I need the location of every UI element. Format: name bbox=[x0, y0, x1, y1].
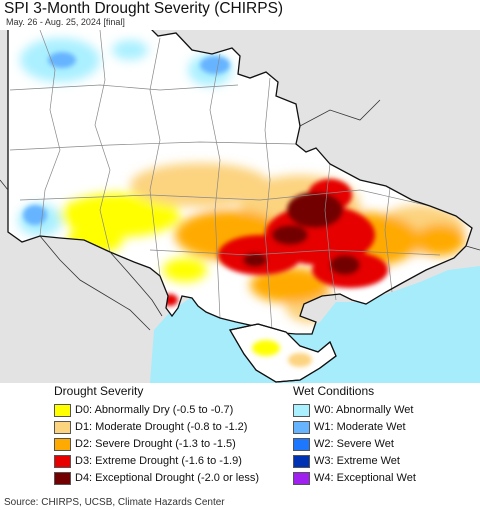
wet-legend: Wet Conditions W0: Abnormally Wet W1: Mo… bbox=[293, 384, 416, 487]
swatch-w3 bbox=[293, 455, 310, 468]
swatch-d1 bbox=[54, 421, 71, 434]
admin-boundaries bbox=[9, 30, 441, 331]
swatch-w1 bbox=[293, 421, 310, 434]
legend-item-w2: W2: Severe Wet bbox=[293, 436, 416, 453]
legend-item-d2: D2: Severe Drought (-1.3 to -1.5) bbox=[54, 436, 259, 453]
legend-label-d0: D0: Abnormally Dry (-0.5 to -0.7) bbox=[75, 404, 234, 416]
drought-legend: Drought Severity D0: Abnormally Dry (-0.… bbox=[54, 384, 259, 487]
drought-legend-heading: Drought Severity bbox=[54, 384, 144, 398]
crimea-patches bbox=[252, 340, 312, 367]
legend-item-d1: D1: Moderate Drought (-0.8 to -1.2) bbox=[54, 419, 259, 436]
legend-item-d4: D4: Exceptional Drought (-2.0 or less) bbox=[54, 470, 259, 487]
legend-label-d3: D3: Extreme Drought (-1.6 to -1.9) bbox=[75, 455, 242, 467]
legend-item-w3: W3: Extreme Wet bbox=[293, 453, 416, 470]
swatch-d2 bbox=[54, 438, 71, 451]
legend-item-d3: D3: Extreme Drought (-1.6 to -1.9) bbox=[54, 453, 259, 470]
legend-item-w1: W1: Moderate Wet bbox=[293, 419, 416, 436]
legend-label-w4: W4: Exceptional Wet bbox=[314, 472, 416, 484]
legend-label-w3: W3: Extreme Wet bbox=[314, 455, 400, 467]
legend-label-d2: D2: Severe Drought (-1.3 to -1.5) bbox=[75, 438, 236, 450]
legend-label-d1: D1: Moderate Drought (-0.8 to -1.2) bbox=[75, 421, 248, 433]
swatch-d3 bbox=[54, 455, 71, 468]
source-credit: Source: CHIRPS, UCSB, Climate Hazards Ce… bbox=[4, 497, 225, 508]
legend-item-w0: W0: Abnormally Wet bbox=[293, 402, 416, 419]
legend-label-d4: D4: Exceptional Drought (-2.0 or less) bbox=[75, 472, 260, 484]
map-title: SPI 3-Month Drought Severity (CHIRPS) bbox=[4, 0, 284, 17]
legend-label-w2: W2: Severe Wet bbox=[314, 438, 394, 450]
swatch-d4 bbox=[54, 472, 71, 485]
wet-legend-heading: Wet Conditions bbox=[293, 384, 375, 398]
legend-label-w1: W1: Moderate Wet bbox=[314, 421, 406, 433]
drought-map bbox=[0, 30, 480, 383]
swatch-w0 bbox=[293, 404, 310, 417]
legend-item-w4: W4: Exceptional Wet bbox=[293, 470, 416, 487]
legend-item-d0: D0: Abnormally Dry (-0.5 to -0.7) bbox=[54, 402, 259, 419]
swatch-w4 bbox=[293, 472, 310, 485]
severity-field bbox=[18, 38, 465, 323]
swatch-w2 bbox=[293, 438, 310, 451]
map-subtitle: May. 26 - Aug. 25, 2024 [final] bbox=[6, 17, 125, 27]
legend: Drought Severity D0: Abnormally Dry (-0.… bbox=[0, 384, 480, 492]
ukraine-border bbox=[7, 30, 473, 335]
legend-label-w0: W0: Abnormally Wet bbox=[314, 404, 414, 416]
swatch-d0 bbox=[54, 404, 71, 417]
neighbor-borders bbox=[0, 99, 480, 331]
